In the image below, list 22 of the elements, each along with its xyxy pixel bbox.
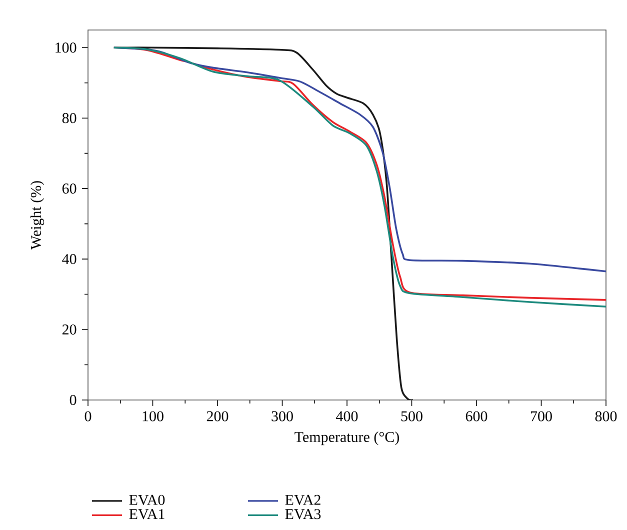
y-axis-title: Weight (%)	[30, 181, 44, 250]
y-tick-label: 80	[62, 113, 76, 124]
x-axis-title: Temperature (°C)	[294, 432, 399, 446]
legend-label: EVA1	[129, 509, 164, 520]
x-tick-label: 100	[142, 411, 164, 422]
x-tick-label: 300	[272, 411, 293, 422]
x-tick-label: 0	[84, 411, 92, 422]
x-tick-label: 500	[401, 411, 422, 422]
legend-label: EVA3	[285, 509, 321, 520]
x-tick-label: 200	[206, 411, 228, 422]
y-tick-label: 100	[56, 42, 76, 53]
legend-label: EVA0	[129, 494, 165, 506]
x-tick-label: 600	[466, 411, 488, 422]
legend-label: EVA2	[285, 494, 320, 506]
line-series	[113, 46, 414, 400]
y-tick-label: 40	[62, 254, 76, 264]
y-tick-label: 20	[62, 324, 76, 335]
x-tick-label: 700	[530, 411, 552, 422]
y-tick-label: 0	[70, 394, 76, 406]
y-tick-label: 60	[62, 184, 76, 194]
x-tick-label: 400	[336, 411, 358, 422]
x-tick-label: 800	[595, 411, 617, 422]
